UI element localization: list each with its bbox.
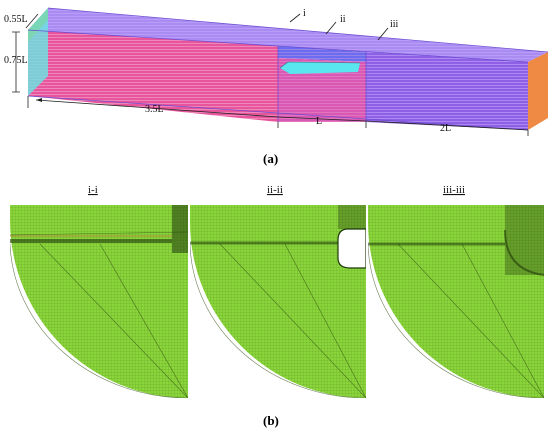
dim-downstream-label: 2L bbox=[440, 123, 451, 134]
mesh-title-iii: iii-iii bbox=[443, 184, 465, 196]
dim-width-label: 0.55L bbox=[4, 14, 28, 25]
caption-b: (b) bbox=[263, 413, 279, 428]
domain-panel: i ii iii 0.55L 0.75L 3.5L L 2L (a) bbox=[4, 7, 549, 166]
domain-downstream-face-overlay bbox=[366, 52, 528, 130]
mesh-panel: i-i ii-ii iii-iii bbox=[10, 184, 544, 428]
caption-a: (a) bbox=[263, 151, 278, 166]
outlet-face bbox=[528, 52, 548, 130]
mesh-title-ii: ii-ii bbox=[267, 184, 283, 196]
mesh-section-ii bbox=[190, 205, 366, 398]
dim-height-label: 0.75L bbox=[4, 55, 28, 66]
dim-middle-label: L bbox=[316, 116, 322, 127]
section-mark-i bbox=[289, 13, 301, 23]
domain-upstream-face-overlay bbox=[28, 30, 278, 122]
section-mark-ii bbox=[325, 21, 337, 35]
mesh-section-iii bbox=[368, 205, 544, 398]
section-label-i: i bbox=[303, 8, 306, 19]
section-label-ii: ii bbox=[340, 14, 346, 25]
dim-upstream-label: 3.5L bbox=[145, 104, 164, 115]
body-cutout bbox=[337, 228, 366, 269]
section-mark-iii bbox=[377, 27, 389, 41]
domain-middle-face-overlay bbox=[278, 46, 366, 122]
domain-top-face-overlay bbox=[28, 8, 548, 62]
mesh-section-i bbox=[10, 205, 188, 398]
section-label-iii: iii bbox=[390, 19, 399, 30]
mesh-title-i: i-i bbox=[88, 184, 98, 196]
body-shape bbox=[280, 62, 360, 74]
